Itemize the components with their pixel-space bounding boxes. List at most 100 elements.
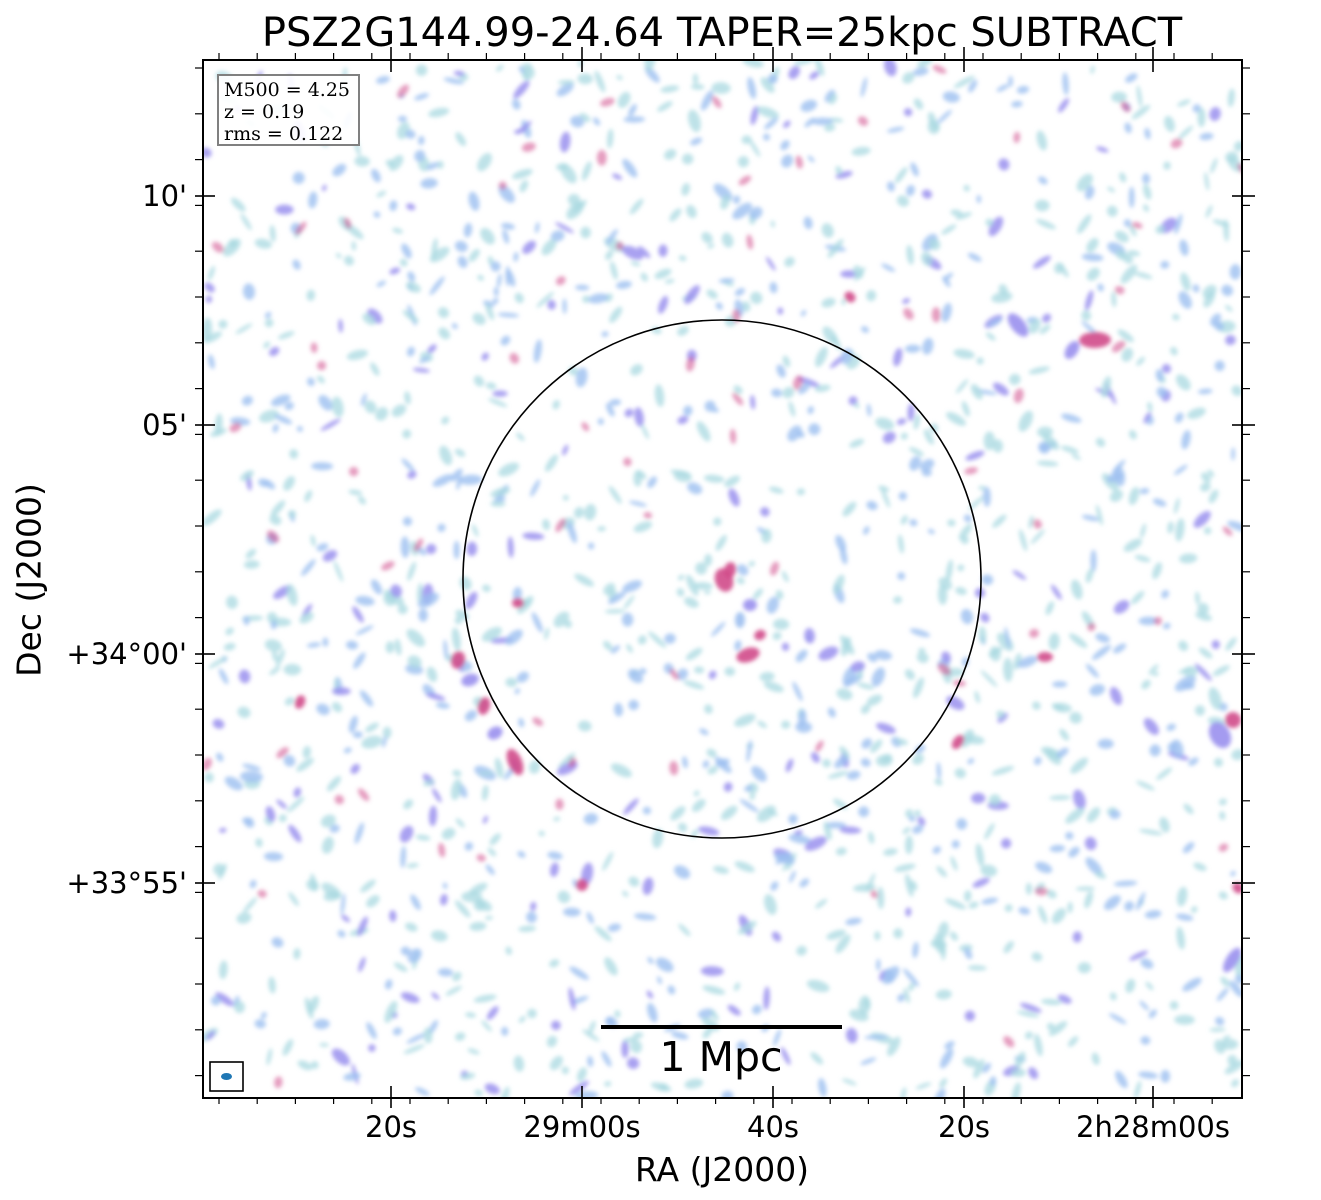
noise-blob: [412, 367, 430, 373]
noise-blob: [490, 487, 511, 498]
noise-blob: [219, 827, 227, 833]
noise-blob: [840, 348, 853, 365]
noise-blob: [351, 241, 357, 251]
noise-blob: [1232, 882, 1242, 894]
noise-blob: [496, 64, 504, 72]
noise-blob: [1106, 205, 1118, 217]
noise-blob: [575, 878, 588, 891]
noise-blob: [968, 901, 979, 909]
noise-blob: [1097, 283, 1104, 292]
noise-blob: [886, 126, 905, 133]
noise-blob: [514, 688, 520, 695]
noise-blob: [203, 509, 222, 526]
noise-blob: [941, 224, 957, 235]
noise-blob: [367, 308, 383, 324]
noise-blob: [750, 291, 763, 305]
noise-blob: [868, 831, 875, 844]
noise-blob: [1095, 504, 1103, 526]
noise-blob: [258, 478, 270, 488]
noise-blob: [481, 626, 502, 642]
noise-blob: [915, 1082, 932, 1090]
noise-blob: [361, 735, 383, 749]
noise-blob: [978, 626, 987, 644]
noise-blob: [764, 894, 777, 915]
noise-blob: [704, 400, 716, 412]
noise-blob: [1069, 633, 1088, 648]
noise-blob: [913, 677, 924, 699]
noise-blob: [963, 514, 972, 523]
noise-blob: [442, 882, 448, 890]
noise-blob: [775, 590, 784, 600]
noise-blob: [896, 418, 907, 425]
redshift-text: z = 0.19: [224, 101, 305, 123]
noise-blob: [450, 651, 466, 669]
noise-blob: [1192, 104, 1201, 113]
scale-bar-label: 1 Mpc: [659, 1033, 783, 1081]
noise-blob: [269, 514, 282, 526]
noise-blob: [957, 564, 965, 572]
noise-blob: [522, 532, 545, 540]
noise-blob: [630, 364, 643, 376]
emission-map: [203, 60, 1242, 1098]
noise-blob: [335, 253, 342, 259]
noise-blob: [485, 303, 495, 321]
noise-blob: [556, 163, 569, 171]
noise-blob: [956, 818, 968, 830]
noise-blob: [310, 342, 318, 353]
noise-blob: [1201, 472, 1211, 483]
axis-ticks: [195, 47, 1255, 1108]
noise-blob: [1035, 199, 1050, 212]
noise-blob: [501, 222, 515, 230]
noise-blob: [707, 243, 715, 249]
noise-blob: [263, 341, 271, 349]
noise-blob: [231, 197, 246, 212]
noise-blob: [702, 760, 710, 769]
noise-blob: [513, 128, 527, 134]
noise-blob: [521, 142, 536, 152]
noise-blob: [340, 893, 346, 916]
noise-blob: [1148, 1009, 1157, 1019]
noise-blob: [612, 173, 623, 180]
noise-blob: [1086, 238, 1099, 253]
noise-blob: [257, 889, 267, 898]
noise-blob: [732, 392, 744, 406]
noise-blob: [606, 128, 614, 149]
noise-blob: [452, 971, 462, 982]
noise-blob: [1181, 430, 1191, 450]
noise-blob: [519, 180, 529, 193]
noise-blob: [788, 401, 796, 417]
noise-blob: [711, 82, 731, 94]
noise-blob: [861, 738, 872, 749]
noise-blob: [276, 799, 288, 809]
noise-blob: [950, 856, 958, 871]
noise-blob: [827, 238, 844, 258]
noise-blob: [555, 222, 574, 234]
noise-blob: [429, 246, 450, 263]
noise-blob: [840, 635, 855, 655]
noise-blob: [460, 1072, 476, 1080]
noise-blob: [348, 715, 358, 733]
noise-blob: [1039, 324, 1051, 335]
noise-blob: [1231, 1079, 1239, 1088]
noise-blob: [623, 116, 646, 123]
noise-blob: [568, 987, 576, 1011]
noise-blob: [727, 1004, 741, 1016]
noise-blob: [921, 189, 933, 199]
noise-blob: [1072, 931, 1082, 943]
noise-blob: [414, 150, 426, 162]
noise-blob: [464, 842, 474, 851]
noise-blob: [630, 1039, 643, 1054]
noise-blob: [741, 135, 752, 145]
noise-blob: [443, 77, 464, 85]
noise-blob: [1131, 590, 1145, 605]
noise-blob: [628, 699, 639, 711]
noise-blob: [769, 281, 778, 294]
noise-blob: [1199, 132, 1214, 141]
noise-blob: [799, 878, 810, 888]
noise-blob: [1143, 411, 1152, 424]
noise-blob: [1222, 526, 1233, 536]
noise-blob: [370, 579, 383, 595]
noise-blob: [1032, 701, 1041, 710]
noise-blob: [1164, 115, 1175, 132]
noise-blob: [674, 865, 691, 879]
